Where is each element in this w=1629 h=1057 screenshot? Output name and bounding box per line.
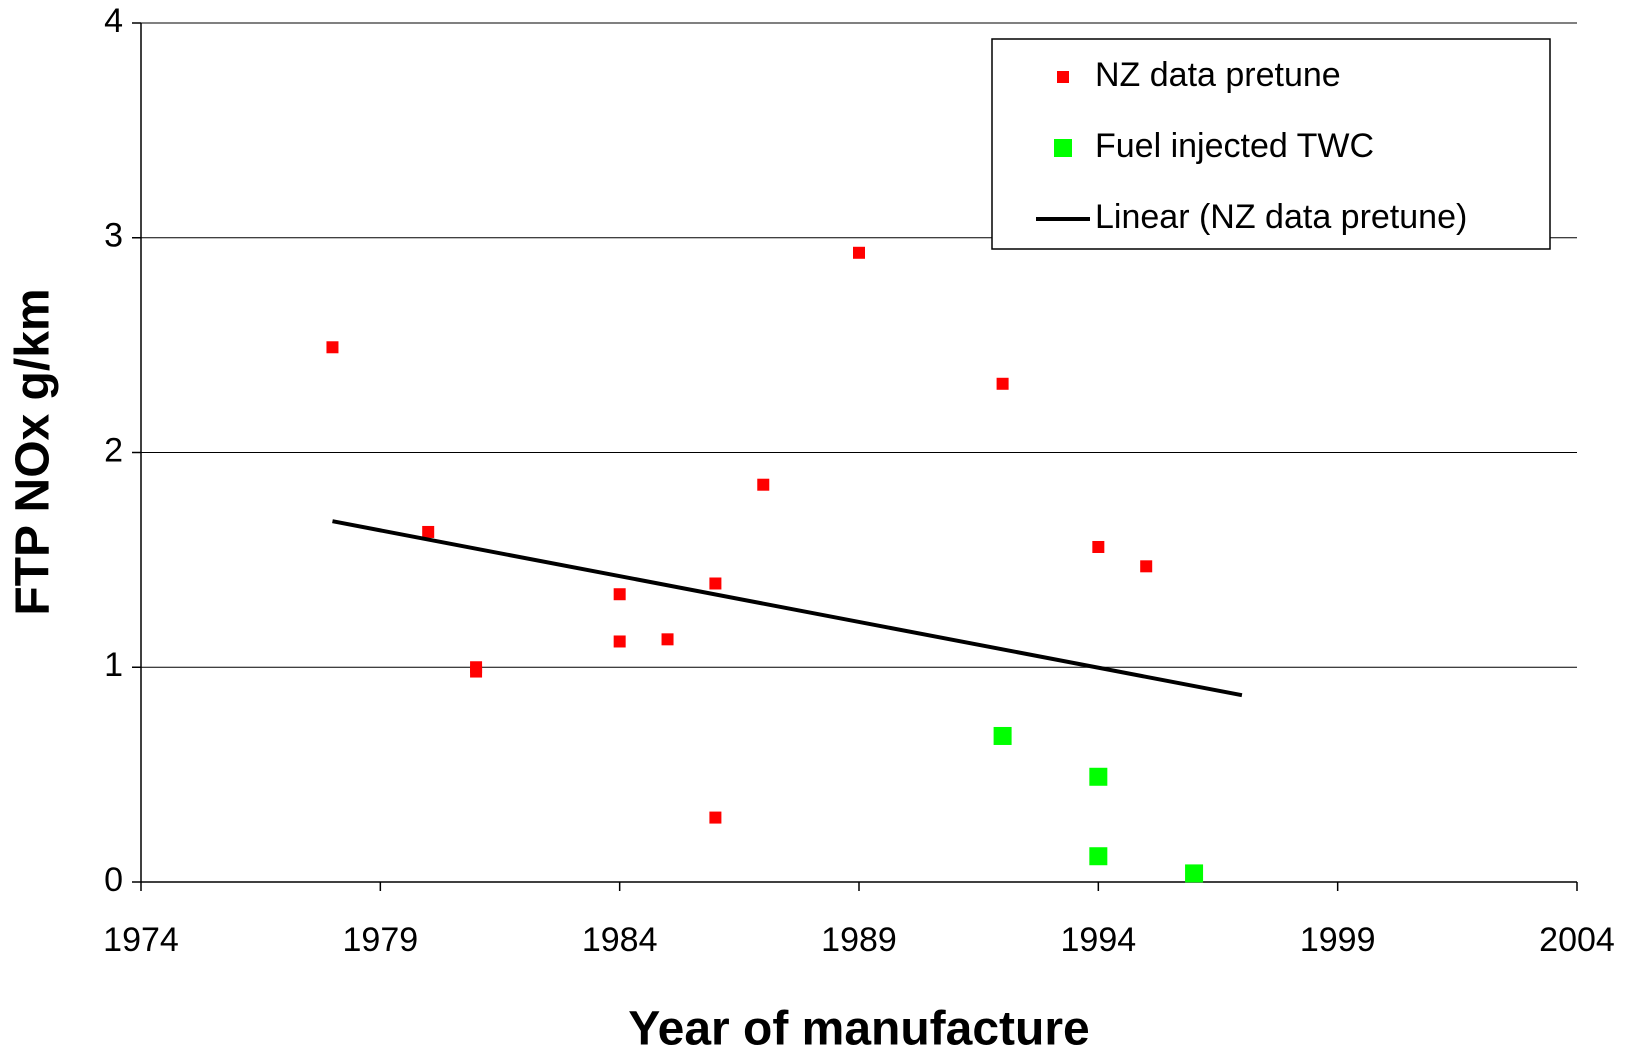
- x-axis-title: Year of manufacture: [628, 1003, 1089, 1056]
- x-tick-label: 1974: [103, 921, 179, 959]
- data-point: [996, 377, 1009, 390]
- data-point: [993, 726, 1012, 745]
- legend-box: [991, 38, 1551, 250]
- data-point: [853, 246, 865, 259]
- data-point: [709, 811, 722, 824]
- legend-label: Linear (NZ data pretune): [1095, 198, 1467, 236]
- data-point: [1089, 767, 1108, 786]
- data-point: [757, 478, 770, 491]
- data-point: [326, 341, 339, 354]
- y-tick-label: 4: [104, 2, 123, 40]
- legend-marker: [1057, 71, 1069, 83]
- data-point: [709, 577, 722, 590]
- x-tick-label: 1994: [1061, 921, 1137, 959]
- data-point: [613, 588, 626, 601]
- y-axis-title: FTP NOx g/km: [7, 288, 60, 615]
- x-tick-label: 1999: [1300, 921, 1376, 959]
- legend-label: NZ data pretune: [1095, 56, 1341, 94]
- x-tick-label: 2004: [1539, 921, 1615, 959]
- legend-marker: [1054, 139, 1072, 157]
- data-point: [1185, 864, 1204, 883]
- data-point: [1089, 847, 1108, 866]
- x-tick-label: 1979: [343, 921, 419, 959]
- data-point: [1140, 560, 1153, 573]
- data-point: [1092, 540, 1105, 553]
- data-point: [613, 635, 626, 648]
- data-point: [661, 633, 674, 646]
- y-tick-label: 2: [104, 431, 123, 469]
- data-point: [422, 525, 435, 538]
- legend-label: Fuel injected TWC: [1095, 127, 1374, 165]
- y-tick-label: 3: [104, 217, 123, 255]
- trend-line: [332, 519, 1243, 698]
- x-tick-label: 1984: [582, 921, 658, 959]
- x-tick-label: 1989: [821, 921, 897, 959]
- y-tick-label: 1: [104, 646, 123, 684]
- data-point: [470, 665, 483, 678]
- y-tick-label: 0: [104, 861, 123, 899]
